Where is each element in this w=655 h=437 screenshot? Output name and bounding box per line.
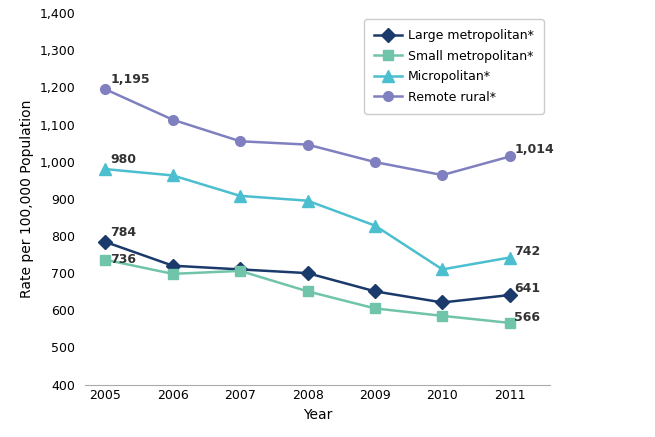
Remote rural* <box>304 142 312 147</box>
Micropolitan* <box>304 198 312 203</box>
Remote rural* <box>102 87 109 92</box>
X-axis label: Year: Year <box>303 408 332 422</box>
Line: Remote rural*: Remote rural* <box>100 84 515 180</box>
Small metropolitan* <box>371 306 379 311</box>
Small metropolitan* <box>506 320 514 326</box>
Micropolitan* <box>506 255 514 260</box>
Text: 736: 736 <box>110 253 136 267</box>
Small metropolitan* <box>102 257 109 262</box>
Small metropolitan* <box>236 268 244 274</box>
Text: 641: 641 <box>514 282 540 295</box>
Line: Micropolitan*: Micropolitan* <box>100 163 515 275</box>
Large metropolitan* <box>236 267 244 272</box>
Large metropolitan* <box>169 263 177 268</box>
Y-axis label: Rate per 100,000 Population: Rate per 100,000 Population <box>20 100 34 298</box>
Large metropolitan* <box>102 239 109 245</box>
Line: Large metropolitan*: Large metropolitan* <box>100 237 515 307</box>
Text: 1,014: 1,014 <box>514 143 554 156</box>
Text: 1,195: 1,195 <box>110 73 150 86</box>
Text: 980: 980 <box>110 153 136 166</box>
Text: 742: 742 <box>514 245 541 257</box>
Remote rural* <box>236 139 244 144</box>
Small metropolitan* <box>169 271 177 277</box>
Large metropolitan* <box>506 292 514 298</box>
Remote rural* <box>438 173 446 178</box>
Remote rural* <box>371 160 379 165</box>
Micropolitan* <box>236 193 244 198</box>
Small metropolitan* <box>304 289 312 294</box>
Micropolitan* <box>169 173 177 178</box>
Small metropolitan* <box>438 313 446 319</box>
Large metropolitan* <box>438 300 446 305</box>
Micropolitan* <box>102 166 109 172</box>
Text: 784: 784 <box>110 226 136 239</box>
Text: 566: 566 <box>514 311 540 324</box>
Remote rural* <box>169 117 177 122</box>
Line: Small metropolitan*: Small metropolitan* <box>100 255 515 328</box>
Remote rural* <box>506 154 514 159</box>
Micropolitan* <box>371 223 379 228</box>
Legend: Large metropolitan*, Small metropolitan*, Micropolitan*, Remote rural*: Large metropolitan*, Small metropolitan*… <box>364 19 544 114</box>
Large metropolitan* <box>371 289 379 294</box>
Micropolitan* <box>438 267 446 272</box>
Large metropolitan* <box>304 271 312 276</box>
